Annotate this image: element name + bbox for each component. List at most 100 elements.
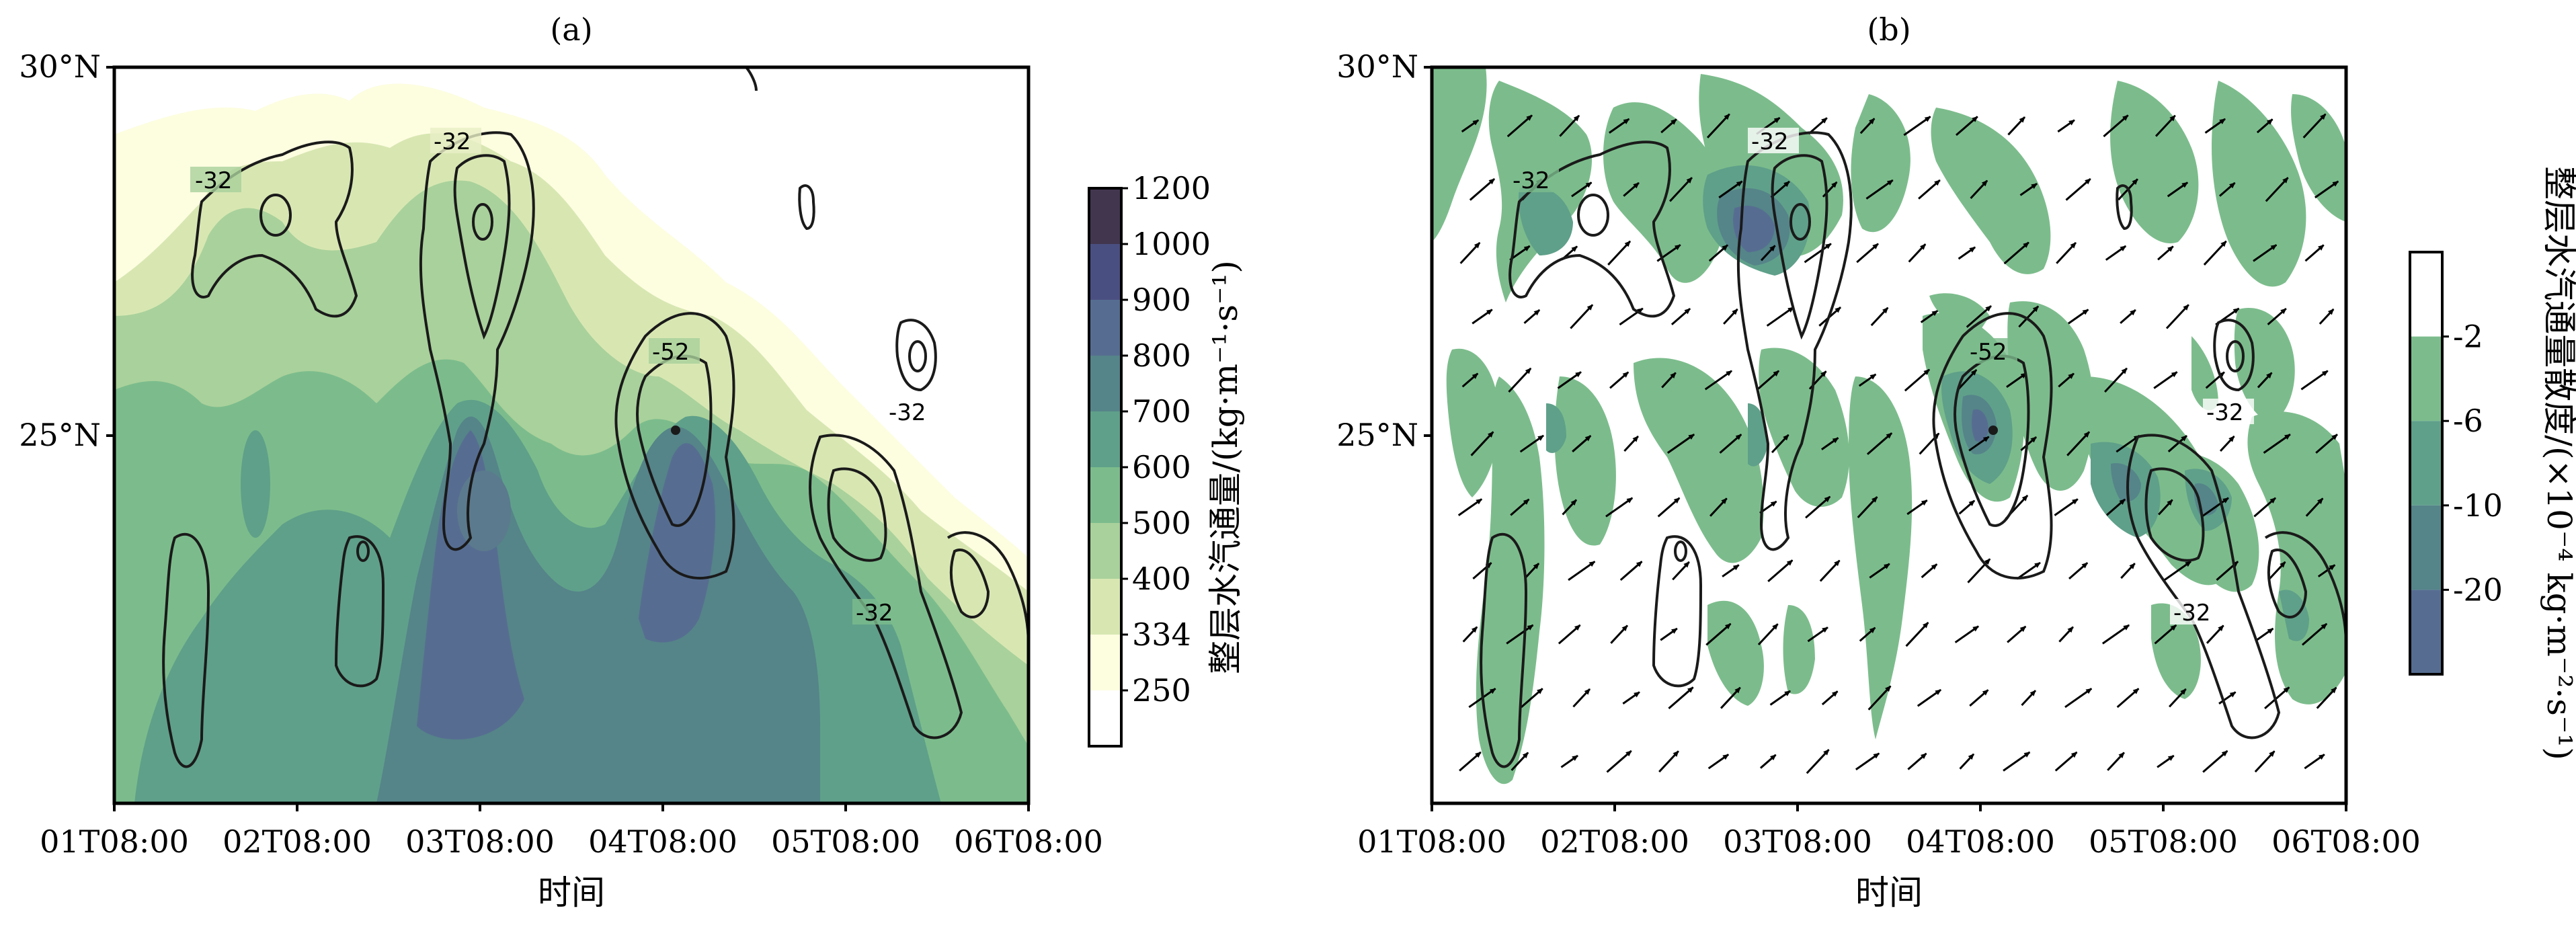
wind-arrow xyxy=(2304,754,2325,770)
wind-arrow xyxy=(1767,559,1794,582)
wind-arrow xyxy=(1559,114,1580,137)
wind-arrow xyxy=(1562,499,1578,516)
wind-arrow xyxy=(2317,564,2336,577)
contour-line xyxy=(745,67,758,91)
wind-arrow xyxy=(2158,499,2173,516)
wind-arrow xyxy=(1558,624,1581,645)
colorbar-tick-label: -2 xyxy=(2453,319,2483,355)
wind-arrow xyxy=(1619,561,1643,581)
wind-arrow xyxy=(1759,754,1777,769)
panel-a-x-axis: 01T08:00 02T08:00 03T08:00 04T08:00 05T0… xyxy=(40,803,1103,912)
wind-arrow xyxy=(2263,434,2291,454)
panel-a: (a) xyxy=(19,11,1245,912)
panel-a-y-axis: 30°N 25°N xyxy=(19,48,114,453)
wind-arrow xyxy=(1459,241,1481,264)
wind-arrow xyxy=(2253,244,2278,262)
wind-arrow xyxy=(2254,750,2276,773)
contour-line xyxy=(2116,184,2133,231)
contour-line xyxy=(1652,535,1703,688)
wind-arrow xyxy=(1866,432,1893,455)
wind-arrow xyxy=(2167,435,2187,452)
wind-arrow xyxy=(2256,118,2273,134)
wind-arrow xyxy=(1757,370,1780,391)
contour-line xyxy=(1480,532,1528,768)
wind-arrow xyxy=(1722,564,1740,577)
y-tick-label: 25°N xyxy=(1336,417,1418,453)
wind-arrow xyxy=(1571,182,1593,198)
wind-arrow xyxy=(1917,688,1942,707)
contour-line xyxy=(2144,467,2205,562)
wind-arrow xyxy=(2157,754,2175,768)
wind-arrow xyxy=(1461,372,1479,388)
wind-arrow xyxy=(2163,561,2191,581)
colorbar-segment xyxy=(2410,505,2442,590)
wind-arrow xyxy=(2257,372,2273,389)
wind-arrow xyxy=(1771,434,1789,454)
wind-arrow xyxy=(2007,625,2027,643)
contour-line xyxy=(162,532,210,768)
wind-arrow xyxy=(2019,182,2038,196)
wind-arrow xyxy=(1706,113,1730,138)
fill-level-minus-20 xyxy=(1733,206,1988,442)
wind-arrow xyxy=(2120,563,2136,579)
wind-arrow xyxy=(2064,688,2093,709)
colorbar-segment xyxy=(1089,467,1121,523)
wind-arrow xyxy=(1709,497,1728,517)
wind-arrow xyxy=(2218,182,2236,197)
wind-arrow xyxy=(1968,436,1990,452)
wind-arrow xyxy=(1557,371,1582,389)
wind-arrow xyxy=(1524,563,1540,579)
wind-arrow xyxy=(2304,244,2325,262)
colorbar-segment xyxy=(2410,590,2442,674)
wind-arrow xyxy=(1954,625,1979,643)
wind-arrow xyxy=(1760,245,1776,261)
wind-arrow xyxy=(1704,370,1732,391)
wind-arrow xyxy=(2169,688,2187,708)
wind-arrow xyxy=(2204,118,2226,134)
wind-arrow xyxy=(2020,436,2038,451)
wind-arrow xyxy=(1723,308,1738,325)
contour-line xyxy=(2213,319,2255,392)
colorbar-frame xyxy=(2409,251,2444,676)
wind-arrow xyxy=(1470,431,1494,456)
wind-arrow xyxy=(1459,751,1482,772)
wind-arrow xyxy=(2203,240,2227,266)
colorbar-tick-label: -20 xyxy=(2453,571,2503,608)
panel-b: (b) xyxy=(1336,11,2576,912)
wind-arrow xyxy=(1904,368,1931,392)
wind-arrow xyxy=(2305,497,2324,517)
wind-arrow xyxy=(2264,686,2290,710)
panel-b-contours xyxy=(1480,131,2346,768)
wind-arrow xyxy=(2068,309,2089,325)
wind-arrow xyxy=(2103,114,2129,138)
x-tick-label: 04T08:00 xyxy=(588,823,737,860)
wind-arrow xyxy=(1718,180,1743,199)
wind-arrow xyxy=(1855,752,1880,771)
panel-a-contours xyxy=(162,67,1029,768)
colorbar-segment xyxy=(1089,300,1121,356)
x-tick-label: 03T08:00 xyxy=(1723,823,1872,860)
colorbar-segment xyxy=(1089,411,1121,467)
wind-arrow xyxy=(2157,245,2174,261)
wind-arrow xyxy=(1769,690,1791,706)
wind-arrow xyxy=(1609,371,1629,389)
wind-arrow xyxy=(2206,624,2224,644)
wind-arrow xyxy=(1521,688,1543,709)
wind-arrow xyxy=(1572,435,1592,452)
contour-line xyxy=(1954,354,2030,527)
contour-line xyxy=(1736,131,1853,551)
contour-line xyxy=(2126,434,2281,739)
panel-b-y-axis: 30°N 25°N xyxy=(1336,48,1432,453)
wind-arrow xyxy=(1457,498,1483,516)
wind-arrow xyxy=(1660,118,1677,134)
colorbar-tick-label: -10 xyxy=(2453,487,2503,524)
wind-arrow xyxy=(1605,497,1634,518)
wind-arrow xyxy=(2007,116,2026,136)
contour-line xyxy=(191,140,358,318)
panel-a-label: (a) xyxy=(550,11,592,48)
wind-arrow xyxy=(2302,113,2327,138)
wind-arrow xyxy=(2120,309,2136,324)
wind-arrow xyxy=(1720,686,1741,709)
x-tick-label: 06T08:00 xyxy=(2271,823,2421,860)
colorbar-tick-label: 700 xyxy=(1132,393,1191,430)
